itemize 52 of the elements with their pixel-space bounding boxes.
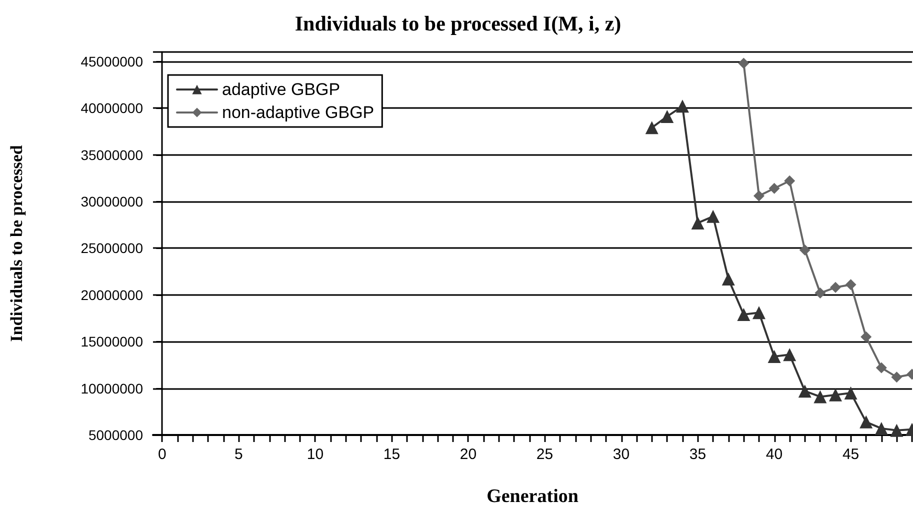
x-tick-label: 30 <box>612 446 630 463</box>
chart-title: Individuals to be processed I(M, i, z) <box>294 12 622 36</box>
y-tick-label: 5000000 <box>88 427 144 443</box>
x-axis-title: Generation <box>486 486 579 507</box>
point <box>798 384 812 398</box>
x-tick-label: 45 <box>842 446 860 463</box>
legend-label: adaptive GBGP <box>222 80 340 99</box>
point <box>691 216 704 230</box>
point <box>830 282 841 293</box>
point <box>844 386 858 400</box>
point <box>814 390 827 404</box>
point <box>891 372 902 383</box>
y-axis-title: Individuals to be processed <box>7 144 26 342</box>
point <box>738 58 750 69</box>
x-tick-label: 15 <box>383 446 400 463</box>
y-tick-label: 30000000 <box>80 193 144 210</box>
point <box>645 121 658 134</box>
point <box>845 279 856 290</box>
point <box>737 308 750 321</box>
x-tick-label: 35 <box>689 446 706 463</box>
x-tick-label: 20 <box>460 446 477 463</box>
point <box>860 415 873 428</box>
y-tick-label: 15000000 <box>80 334 144 350</box>
point <box>890 424 904 437</box>
point <box>768 350 781 364</box>
y-tick-label: 25000000 <box>80 240 144 256</box>
x-tick-label: 40 <box>766 446 783 463</box>
x-tick-label: 5 <box>234 446 243 463</box>
y-tick-label: 35000000 <box>80 146 144 163</box>
point <box>768 182 780 194</box>
point <box>876 362 887 374</box>
point <box>783 348 796 362</box>
point <box>874 422 888 435</box>
point <box>828 388 842 402</box>
legend-label: non-adaptive GBGP <box>222 103 374 122</box>
point <box>722 272 735 286</box>
point <box>799 244 810 256</box>
y-tick-label: 45000000 <box>80 53 144 70</box>
point <box>814 288 826 299</box>
point <box>753 190 764 202</box>
x-tick-label: 25 <box>536 446 554 463</box>
point <box>860 331 872 342</box>
point <box>752 306 766 320</box>
point <box>676 100 689 113</box>
y-tick-label: 40000000 <box>80 100 144 116</box>
y-tick-label: 20000000 <box>80 286 144 303</box>
point <box>784 175 796 186</box>
y-tick-label: 10000000 <box>80 380 144 396</box>
point <box>706 210 720 223</box>
x-tick-label: 10 <box>306 446 324 463</box>
point <box>660 110 674 123</box>
x-tick-label: 0 <box>158 446 166 463</box>
